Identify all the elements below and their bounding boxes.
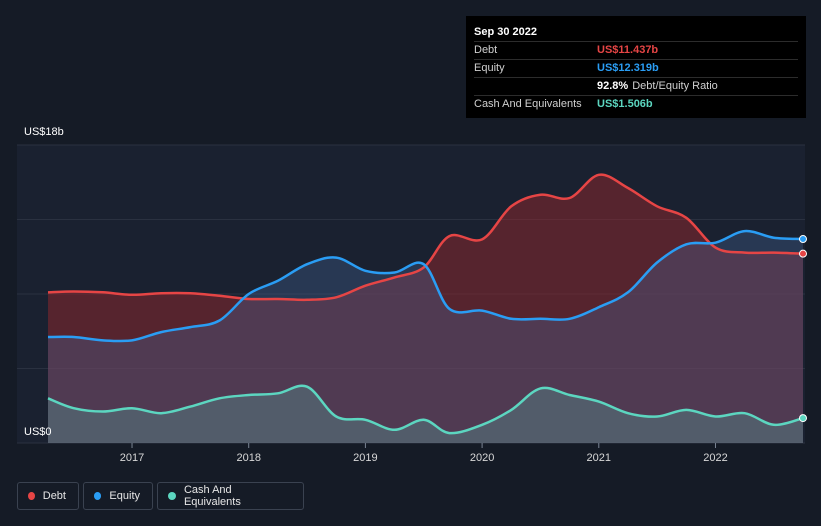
tooltip-row-debt: Debt US$11.437b (474, 41, 798, 58)
legend-dot-icon (94, 492, 102, 500)
line-cash-and-equivalents (47, 384, 804, 435)
x-axis-ticks: 2017 2018 2019 2020 2021 2022 (120, 443, 728, 464)
tooltip-row-cash: Cash And Equivalents US$1.506b (474, 95, 798, 112)
tooltip-value: US$12.319b (597, 62, 659, 74)
tooltip-value: US$1.506b (597, 98, 653, 110)
series-end-markers (799, 235, 807, 423)
tooltip-row-ratio: 92.8% Debt/Equity Ratio (474, 77, 798, 94)
x-tick-label: 2021 (587, 452, 611, 464)
legend-label: Debt (42, 490, 66, 502)
tooltip-date: Sep 30 2022 (474, 26, 537, 38)
tooltip-label (474, 78, 597, 94)
tooltip-value: 92.8% (597, 80, 629, 92)
end-marker-debt (799, 249, 807, 258)
x-tick-label: 2022 (703, 452, 727, 464)
legend-item-equity[interactable]: Equity (83, 482, 153, 510)
legend-label: Cash And Equivalents (183, 484, 241, 508)
series-lines (47, 173, 804, 435)
tooltip: Sep 30 2022 Debt US$11.437b Equity US$12… (466, 16, 806, 118)
x-tick-label: 2020 (470, 452, 494, 464)
tooltip-value: US$11.437b (597, 44, 659, 56)
end-marker-cash-and-equivalents (799, 414, 807, 423)
area-cash-and-equivalents (48, 385, 803, 443)
line-equity (47, 229, 804, 343)
y-tick-label-zero: US$0 (24, 426, 52, 438)
area-equity (48, 231, 803, 443)
end-marker-equity (799, 235, 807, 244)
tooltip-label: Cash And Equivalents (474, 98, 582, 110)
x-tick-label: 2019 (353, 452, 377, 464)
legend-item-debt[interactable]: Debt (17, 482, 79, 510)
series-areas (48, 174, 803, 443)
tooltip-label: Equity (474, 62, 505, 74)
tooltip-label: Debt (474, 44, 498, 56)
legend-dot-icon (168, 492, 176, 500)
legend-dot-icon (28, 492, 35, 500)
legend-label: Equity (109, 490, 140, 502)
legend-item-cash[interactable]: Cash And Equivalents (157, 482, 304, 510)
x-tick-label: 2017 (120, 452, 144, 464)
y-tick-label-max: US$18b (24, 126, 64, 138)
tooltip-note: Debt/Equity Ratio (632, 80, 718, 92)
line-debt (47, 173, 804, 302)
area-debt (48, 174, 803, 443)
tooltip-row-equity: Equity US$12.319b (474, 59, 798, 76)
x-tick-label: 2018 (236, 452, 260, 464)
